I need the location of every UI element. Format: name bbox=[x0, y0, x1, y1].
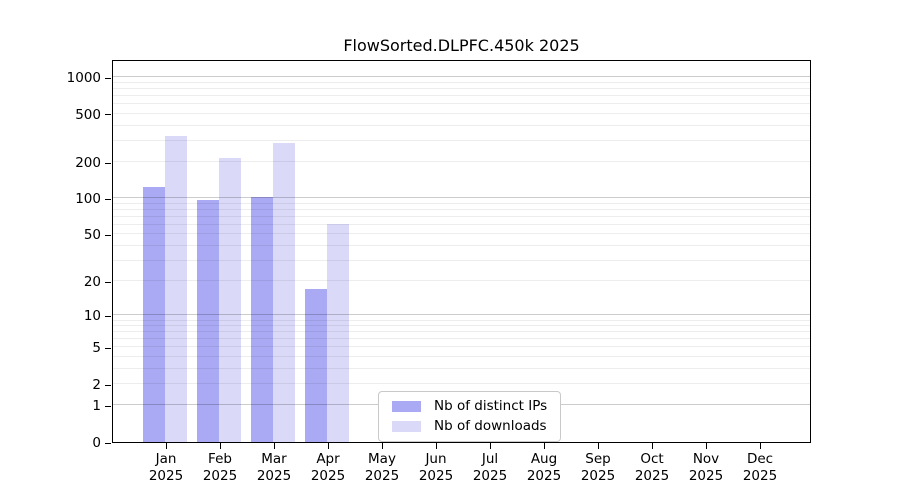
y-tick-mark bbox=[105, 114, 111, 116]
x-tick-label: Jan 2025 bbox=[134, 451, 198, 485]
bar-downloads bbox=[165, 135, 187, 442]
x-tick-label: Aug 2025 bbox=[512, 451, 576, 485]
y-tick-mark bbox=[105, 162, 111, 164]
legend-label-distinct-ips: Nb of distinct IPs bbox=[434, 398, 548, 414]
y-tick-label: 200 bbox=[75, 155, 101, 171]
y-tick-label: 0 bbox=[92, 435, 101, 451]
bar-downloads bbox=[327, 224, 349, 442]
x-tick-mark bbox=[490, 443, 491, 449]
bar-distinct-ips bbox=[305, 289, 327, 442]
legend-row-downloads: Nb of downloads bbox=[392, 418, 547, 434]
y-tick-mark bbox=[105, 347, 111, 349]
legend: Nb of distinct IPs Nb of downloads bbox=[378, 391, 562, 442]
x-tick-label-year: 2025 bbox=[634, 468, 670, 484]
x-tick-label: Jun 2025 bbox=[404, 451, 468, 485]
legend-swatch-downloads-icon bbox=[392, 420, 421, 432]
bar-downloads bbox=[273, 142, 295, 442]
x-tick-mark bbox=[382, 443, 383, 449]
x-tick-label: Apr 2025 bbox=[296, 451, 360, 485]
x-tick-mark bbox=[760, 443, 761, 449]
bar-distinct-ips bbox=[197, 200, 219, 442]
x-tick-mark bbox=[328, 443, 329, 449]
y-tick-mark bbox=[105, 442, 111, 444]
x-tick-label: Jul 2025 bbox=[458, 451, 522, 485]
legend-swatch-distinct-ips-icon bbox=[392, 400, 421, 412]
y-tick-label: 5 bbox=[92, 340, 101, 357]
x-tick-label: Mar 2025 bbox=[242, 451, 306, 485]
y-tick-label: 100 bbox=[75, 191, 101, 208]
x-tick-label-year: 2025 bbox=[256, 468, 292, 484]
x-tick-label-year: 2025 bbox=[202, 468, 238, 484]
x-tick-label: May 2025 bbox=[350, 451, 414, 485]
legend-label-downloads: Nb of downloads bbox=[434, 418, 547, 434]
x-tick-label-year: 2025 bbox=[364, 468, 400, 484]
x-tick-label: Feb 2025 bbox=[188, 451, 252, 485]
y-tick-mark bbox=[105, 198, 111, 200]
y-tick-mark bbox=[105, 234, 111, 236]
x-tick-mark bbox=[274, 443, 275, 449]
x-tick-label-year: 2025 bbox=[526, 468, 562, 484]
y-tick-mark bbox=[105, 384, 111, 386]
plot-area bbox=[112, 60, 811, 443]
y-tick-label: 20 bbox=[83, 274, 101, 291]
y-tick-label: 50 bbox=[83, 227, 101, 244]
bar-downloads bbox=[219, 158, 241, 442]
y-tick-label: 2 bbox=[92, 377, 101, 393]
y-tick-mark bbox=[105, 315, 111, 317]
x-tick-mark bbox=[166, 443, 167, 449]
chart-title: FlowSorted.DLPFC.450k 2025 bbox=[343, 36, 580, 55]
x-tick-mark bbox=[436, 443, 437, 449]
y-tick-label: 10 bbox=[83, 308, 101, 325]
y-tick-mark bbox=[105, 77, 111, 79]
y-tick-mark bbox=[105, 281, 111, 283]
x-tick-label-year: 2025 bbox=[148, 468, 184, 484]
bar-distinct-ips bbox=[143, 187, 165, 442]
x-tick-mark bbox=[598, 443, 599, 449]
x-tick-mark bbox=[706, 443, 707, 449]
x-tick-label: Sep 2025 bbox=[566, 451, 630, 485]
bar-distinct-ips bbox=[251, 197, 273, 442]
y-tick-label: 500 bbox=[75, 106, 101, 123]
bars-layer bbox=[113, 61, 810, 442]
x-tick-label: Dec 2025 bbox=[728, 451, 792, 485]
x-tick-label-year: 2025 bbox=[310, 468, 346, 484]
x-tick-mark bbox=[544, 443, 545, 449]
x-tick-label: Oct 2025 bbox=[620, 451, 684, 485]
x-tick-label-year: 2025 bbox=[580, 468, 616, 484]
x-tick-mark bbox=[652, 443, 653, 449]
x-tick-label-year: 2025 bbox=[742, 468, 778, 484]
x-tick-label: Nov 2025 bbox=[674, 451, 738, 485]
x-tick-mark bbox=[220, 443, 221, 449]
y-tick-label: 1000 bbox=[66, 70, 101, 87]
y-tick-mark bbox=[105, 405, 111, 407]
x-tick-label-year: 2025 bbox=[418, 468, 454, 484]
x-tick-label-year: 2025 bbox=[472, 468, 508, 484]
y-tick-label: 1 bbox=[92, 398, 101, 415]
legend-row-distinct-ips: Nb of distinct IPs bbox=[392, 398, 547, 414]
x-tick-label-year: 2025 bbox=[688, 468, 724, 484]
